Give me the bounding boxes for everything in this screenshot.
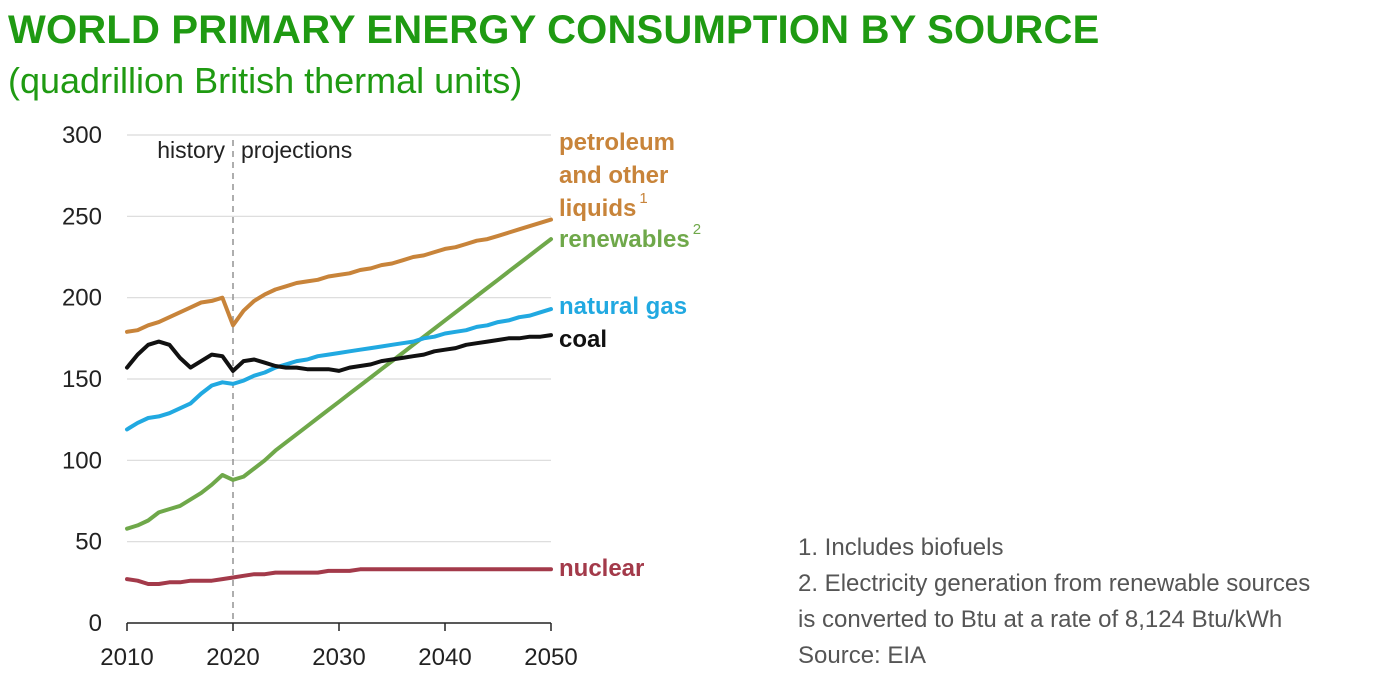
series-line-nuclear — [125, 567, 553, 586]
x-tick-label: 2040 — [418, 644, 471, 671]
y-tick-label: 100 — [62, 447, 102, 474]
history-label: history — [157, 137, 225, 163]
footnote-biofuels: 1. Includes biofuels — [798, 534, 1004, 561]
y-tick-label: 50 — [75, 529, 102, 556]
x-tick-label: 2050 — [524, 644, 577, 671]
series-layer — [125, 217, 553, 586]
footnotes: 1. Includes biofuels 2. Electricity gene… — [798, 530, 1310, 674]
footnote-renewables-line2: is converted to Btu at a rate of 8,124 B… — [798, 606, 1283, 633]
y-tick-label: 150 — [62, 366, 102, 393]
y-tick-label: 250 — [62, 203, 102, 230]
y-tick-label: 0 — [89, 610, 102, 637]
x-tick-label: 2010 — [100, 644, 153, 671]
series-line-natural-gas — [125, 307, 553, 432]
series-label-renewables: renewables 2 — [559, 221, 701, 253]
series-line-coal — [125, 333, 553, 373]
x-tick-label: 2030 — [312, 644, 365, 671]
source-credit: Source: EIA — [798, 642, 927, 669]
series-label-nuclear: nuclear — [559, 555, 644, 582]
y-tick-label: 200 — [62, 285, 102, 312]
series-line-renewables — [125, 237, 553, 531]
projections-label: projections — [241, 137, 352, 163]
series-line-petroleum — [125, 217, 553, 334]
series-label-coal: coal — [559, 326, 607, 353]
series-label-petroleum: petroleum and other liquids 1 — [559, 129, 675, 222]
chart-subtitle: (quadrillion British thermal units) — [8, 60, 523, 101]
x-tick-label: 2020 — [206, 644, 259, 671]
y-tick-label: 300 — [62, 122, 102, 149]
chart-title: WORLD PRIMARY ENERGY CONSUMPTION BY SOUR… — [8, 8, 1100, 52]
grid-layer — [127, 134, 551, 543]
series-label-natural-gas: natural gas — [559, 293, 687, 320]
footnote-renewables-line1: 2. Electricity generation from renewable… — [798, 570, 1311, 597]
axis-layer: 0 50 100 150 200 250 300 2010 2020 2030 2040 2050 hi… — [62, 122, 578, 671]
